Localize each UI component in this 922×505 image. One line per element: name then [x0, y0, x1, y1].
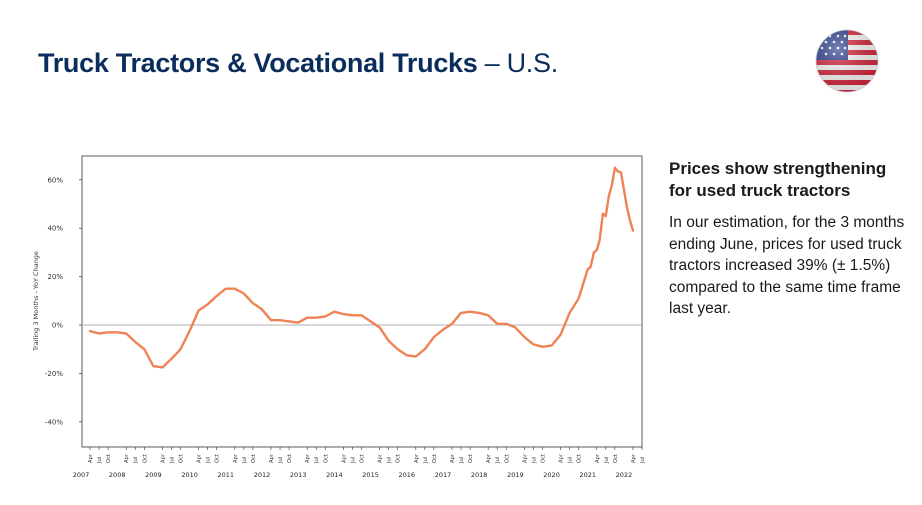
- series-line: [88, 166, 635, 369]
- x-month-label: Jul: [278, 457, 284, 464]
- x-month-label: Apr: [559, 453, 565, 463]
- x-month-label: Apr: [197, 453, 203, 463]
- y-tick-label: 40%: [47, 225, 63, 233]
- x-month-label: Jul: [568, 457, 574, 464]
- plot-frame: [81, 155, 643, 448]
- x-month-label: Jul: [423, 457, 429, 464]
- x-month-label: Jul: [531, 457, 537, 464]
- x-month-label: Apr: [378, 453, 384, 463]
- x-month-label: Jul: [242, 457, 248, 464]
- x-month-label: Apr: [269, 453, 275, 463]
- x-month-label: Jul: [604, 457, 610, 464]
- x-month-label: Oct: [106, 454, 112, 463]
- x-month-label: Oct: [468, 454, 474, 463]
- x-year-label: 2011: [218, 471, 235, 479]
- x-month-label: Apr: [414, 453, 420, 463]
- x-month-label: Apr: [522, 453, 528, 463]
- y-axis-label: Trailing 3 Months - YoY Change: [32, 251, 40, 352]
- x-month-label: Apr: [595, 453, 601, 463]
- x-month-label: Oct: [504, 454, 510, 463]
- x-year-label: 2019: [507, 471, 524, 479]
- x-year-label: 2015: [362, 471, 379, 479]
- us-flag-icon: [815, 29, 879, 93]
- x-year-label: 2009: [145, 471, 162, 479]
- x-year-label: 2010: [181, 471, 198, 479]
- x-month-label: Apr: [233, 453, 239, 463]
- x-month-label: Oct: [215, 454, 221, 463]
- x-month-label: Jul: [495, 457, 501, 464]
- y-tick-label: -40%: [45, 418, 63, 426]
- x-month-label: Jul: [206, 457, 212, 464]
- x-year-label: 2020: [543, 471, 560, 479]
- page-title: Truck Tractors & Vocational Trucks – U.S…: [38, 48, 558, 79]
- page-title-region: – U.S.: [484, 48, 559, 78]
- x-month-label: Oct: [396, 454, 402, 463]
- x-month-label: Apr: [88, 453, 94, 463]
- x-month-label: Apr: [305, 453, 311, 463]
- x-month-label: Oct: [540, 454, 546, 463]
- x-year-label: 2007: [73, 471, 90, 479]
- x-month-label: Oct: [251, 454, 257, 463]
- x-month-label: Jul: [169, 457, 175, 464]
- page-title-main: Truck Tractors & Vocational Trucks: [38, 48, 478, 78]
- x-month-label: Jul: [97, 457, 103, 464]
- x-month-label: Apr: [631, 453, 637, 463]
- x-month-label: Jul: [387, 457, 393, 464]
- x-month-label: Oct: [142, 454, 148, 463]
- x-month-label: Oct: [323, 454, 329, 463]
- x-month-label: Oct: [287, 454, 293, 463]
- x-year-label: 2022: [616, 471, 633, 479]
- x-year-label: 2014: [326, 471, 343, 479]
- x-month-label: Jul: [133, 457, 139, 464]
- x-month-label: Oct: [178, 454, 184, 463]
- y-tick-label: 20%: [47, 273, 63, 281]
- x-month-label: Apr: [450, 453, 456, 463]
- x-month-label: Apr: [486, 453, 492, 463]
- x-month-label: Oct: [613, 454, 619, 463]
- x-year-label: 2017: [435, 471, 452, 479]
- x-month-label: Apr: [124, 453, 130, 463]
- insight-body: In our estimation, for the 3 months endi…: [669, 214, 905, 317]
- x-month-label: Jul: [459, 457, 465, 464]
- x-month-label: Oct: [359, 454, 365, 463]
- y-tick-label: -20%: [45, 370, 63, 378]
- x-month-label: Apr: [341, 453, 347, 463]
- y-tick-label: 0%: [52, 322, 63, 330]
- x-month-label: Oct: [577, 454, 583, 463]
- x-year-label: 2021: [579, 471, 596, 479]
- x-month-label: Oct: [432, 454, 438, 463]
- x-month-label: Jul: [640, 457, 646, 464]
- x-year-label: 2016: [398, 471, 415, 479]
- x-month-label: Jul: [350, 457, 356, 464]
- x-year-label: 2012: [254, 471, 271, 479]
- y-tick-label: 60%: [47, 176, 63, 184]
- x-year-label: 2008: [109, 471, 126, 479]
- x-month-label: Jul: [314, 457, 320, 464]
- insight-panel: Prices show strengthening for used truck…: [669, 158, 909, 320]
- x-year-label: 2013: [290, 471, 307, 479]
- insight-heading: Prices show strengthening for used truck…: [669, 159, 887, 200]
- x-year-label: 2018: [471, 471, 488, 479]
- x-month-label: Apr: [160, 453, 166, 463]
